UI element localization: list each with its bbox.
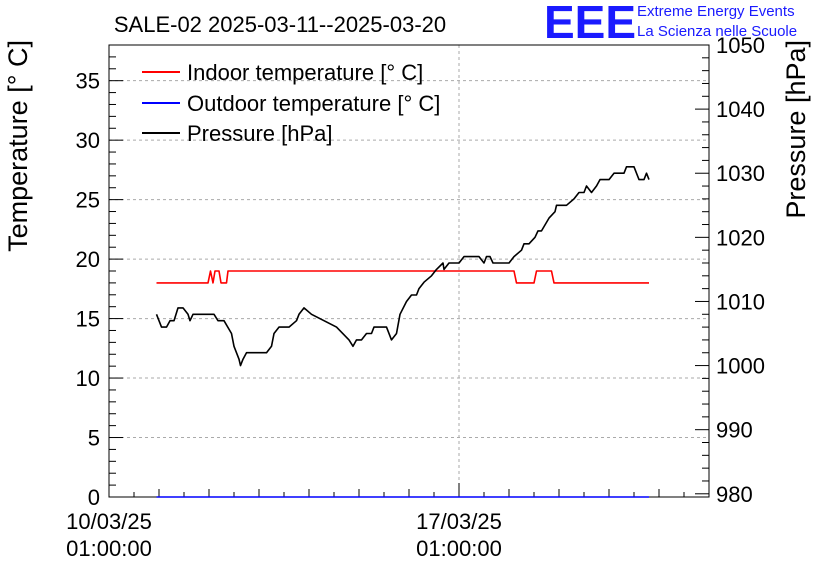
right-tick-label: 1000 [716, 354, 765, 379]
series-layer [155, 166, 650, 498]
left-tick-label: 15 [76, 307, 100, 332]
logo-line-1: Extreme Energy Events [637, 3, 795, 20]
bottom-tick-label-time: 01:00:00 [416, 536, 502, 561]
y-axis-label: Temperature [° C] [3, 40, 33, 252]
right-axis: 980 990 1000 1010 1020 1030 1040 1050 [695, 33, 765, 507]
chart-title: SALE-02 2025-03-11--2025-03-20 [114, 12, 446, 37]
left-tick-label: 20 [76, 247, 100, 272]
bottom-tick-label-time: 01:00:00 [66, 536, 152, 561]
eee-logo-mark: EEE [544, 0, 637, 48]
legend-label-outdoor: Outdoor temperature [° C] [187, 91, 440, 116]
right-tick-label: 1020 [716, 225, 765, 250]
y2-axis-label: Pressure [hPa] [781, 40, 811, 219]
right-tick-label: 1030 [716, 161, 765, 186]
grid-lines [109, 45, 709, 497]
legend: Indoor temperature [° C] Outdoor tempera… [142, 60, 440, 146]
right-tick-label: 1050 [716, 33, 765, 58]
legend-label-indoor: Indoor temperature [° C] [187, 60, 423, 85]
left-tick-label: 10 [76, 366, 100, 391]
right-tick-label: 980 [716, 482, 753, 507]
bottom-tick-label-date: 10/03/25 [66, 509, 152, 534]
left-axis: 0 5 10 15 20 25 30 35 [76, 44, 123, 510]
logo-line-2: La Scienza nelle Scuole [637, 23, 798, 40]
left-tick-label: 5 [88, 426, 100, 451]
eee-logo: EEE Extreme Energy Events La Scienza nel… [540, 0, 834, 48]
left-tick-label: 30 [76, 128, 100, 153]
right-tick-label: 1010 [716, 289, 765, 314]
left-tick-label: 25 [76, 188, 100, 213]
series-pressure [155, 166, 650, 367]
right-tick-label: 1040 [716, 97, 765, 122]
left-tick-label: 0 [88, 485, 100, 510]
right-tick-label: 990 [716, 418, 753, 443]
bottom-tick-label-date: 17/03/25 [416, 509, 502, 534]
left-tick-label: 35 [76, 69, 100, 94]
series-indoor-temperature [156, 270, 649, 284]
legend-label-pressure: Pressure [hPa] [187, 121, 333, 146]
